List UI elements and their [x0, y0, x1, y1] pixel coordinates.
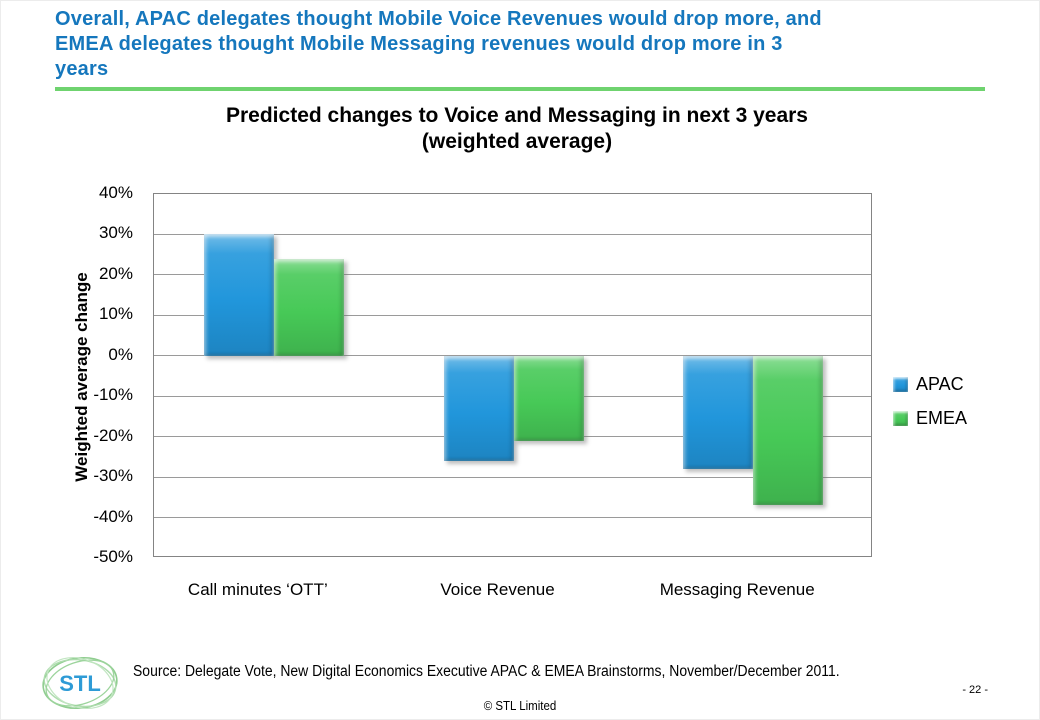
- legend-swatch-apac: [893, 377, 908, 392]
- source-text: Source: Delegate Vote, New Digital Econo…: [133, 663, 840, 680]
- legend-label: EMEA: [916, 408, 968, 428]
- logo-ring: [46, 657, 114, 709]
- x-axis-label: Voice Revenue: [440, 580, 555, 599]
- y-tick-label: 40%: [98, 183, 133, 202]
- slide-title-line: EMEA delegates thought Mobile Messaging …: [55, 33, 783, 55]
- copyright-text: © STL Limited: [483, 699, 557, 713]
- logo-ring: [45, 659, 115, 707]
- legend-swatch-emea: [893, 411, 908, 426]
- page-number: - 22 -: [962, 684, 988, 696]
- legend-item-emea: EMEA: [893, 408, 967, 429]
- x-axis-label: Call minutes ‘OTT’: [187, 580, 328, 599]
- bar-emea-3: [753, 355, 824, 506]
- gridline: [154, 517, 871, 519]
- slide-title-line: years: [55, 58, 109, 80]
- y-tick-label: -20%: [93, 425, 133, 445]
- chart-title: Predicted changes to Voice and Messaging…: [226, 104, 808, 127]
- slide-title: Overall, APAC delegates thought Mobile V…: [55, 7, 995, 82]
- y-axis-ticks: 40% 30% 20% 10% 0% -10% -20% -30% -40% -50%: [43, 184, 133, 566]
- y-tick-label: 20%: [98, 263, 133, 283]
- gridline: [154, 314, 871, 316]
- y-tick-label: -10%: [93, 385, 133, 405]
- gridline: [154, 233, 871, 235]
- gridline: [154, 476, 871, 478]
- y-tick-label: -30%: [93, 466, 133, 486]
- bar-apac-3: [683, 355, 754, 469]
- y-tick-label: 0%: [108, 344, 133, 364]
- x-axis-label: Messaging Revenue: [659, 580, 815, 599]
- y-tick-label: 30%: [98, 223, 133, 243]
- y-tick-label: -40%: [93, 506, 133, 526]
- title-divider: [55, 87, 985, 91]
- plot-area: [153, 193, 872, 557]
- stl-logo: STL: [42, 656, 118, 710]
- bar-emea-1: [273, 258, 344, 356]
- legend: APAC EMEA: [893, 374, 967, 442]
- legend-item-apac: APAC: [893, 374, 967, 395]
- logo-text: STL: [59, 671, 101, 696]
- bar-emea-2: [513, 355, 584, 441]
- x-axis-labels: Call minutes ‘OTT’ Voice Revenue Messaging…: [138, 580, 857, 606]
- y-tick-label: -50%: [93, 547, 133, 566]
- y-tick-label: 10%: [98, 304, 133, 324]
- legend-label: APAC: [916, 374, 964, 394]
- slide-title-line: Overall, APAC delegates thought Mobile V…: [55, 8, 822, 30]
- chart-subtitle: (weighted average): [421, 130, 613, 153]
- gridline: [154, 274, 871, 276]
- bar-apac-2: [443, 355, 514, 461]
- bar-apac-1: [203, 234, 274, 356]
